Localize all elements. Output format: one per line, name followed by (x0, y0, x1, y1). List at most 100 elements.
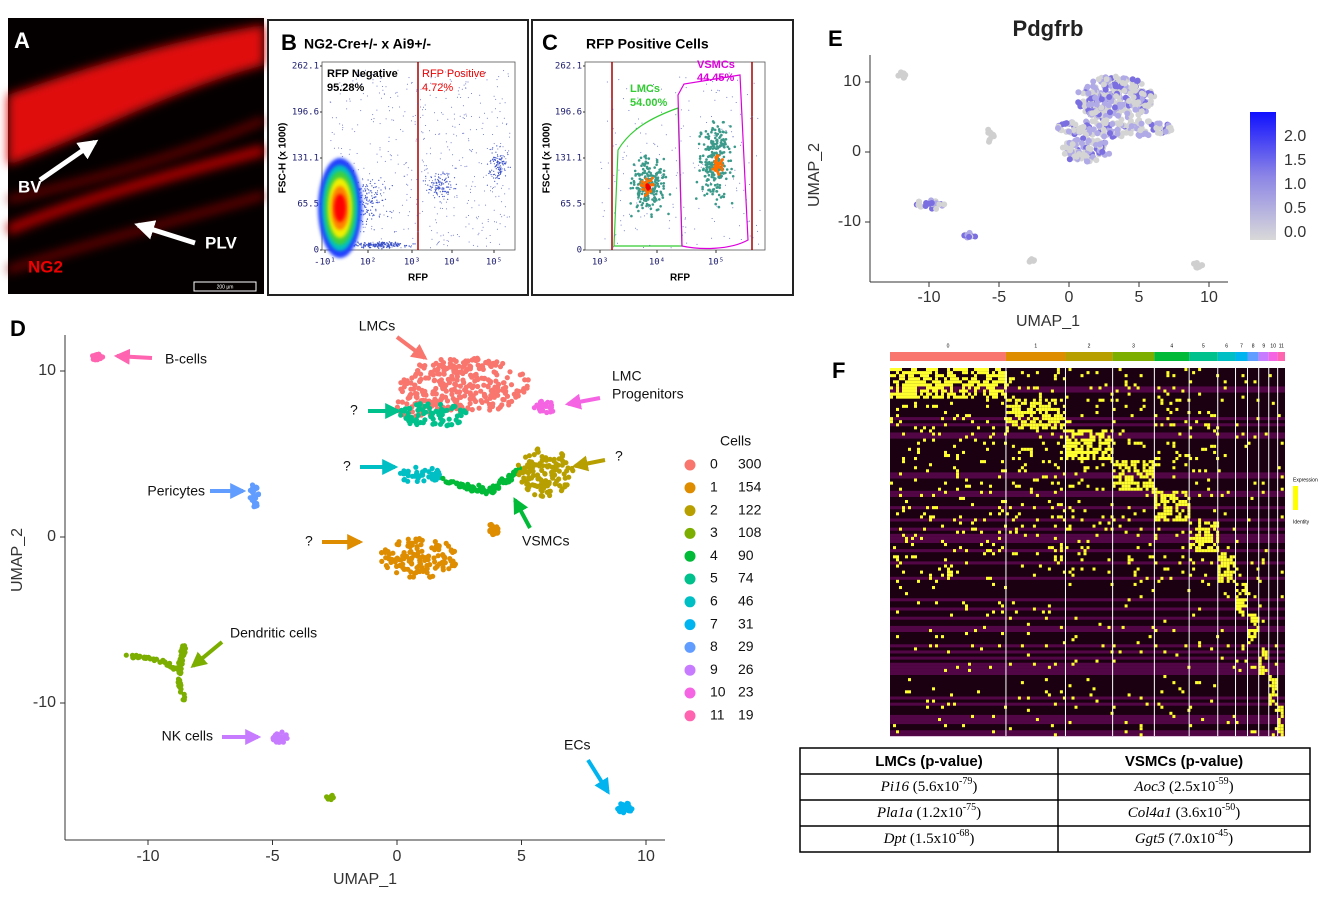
cell (431, 555, 437, 561)
cell (1086, 441, 1090, 445)
cell (1189, 435, 1193, 439)
cell (508, 382, 515, 388)
event (698, 169, 701, 172)
gate-name: VSMCs (697, 59, 735, 71)
cell (1189, 521, 1193, 525)
event (662, 182, 666, 185)
cell (1080, 457, 1084, 461)
event (653, 166, 656, 169)
event (357, 241, 359, 243)
cell (902, 457, 905, 461)
cell (1032, 506, 1036, 510)
cell (1204, 527, 1208, 531)
cell (1166, 407, 1170, 411)
cell (1068, 441, 1072, 445)
cell (469, 385, 475, 391)
cell (1198, 469, 1202, 473)
event (653, 98, 655, 100)
cell (995, 374, 998, 378)
event (444, 173, 446, 175)
cell (959, 496, 962, 500)
cell (1223, 380, 1227, 384)
cell (977, 368, 980, 372)
event (436, 184, 438, 186)
cell (1059, 503, 1063, 507)
event (331, 132, 333, 133)
cell (1053, 536, 1057, 540)
cell (1077, 429, 1081, 433)
cell (517, 372, 523, 378)
cell (902, 374, 905, 378)
cell (1277, 414, 1281, 418)
cell (1210, 493, 1214, 497)
event (430, 247, 431, 249)
cell (908, 386, 911, 390)
cell (1138, 120, 1145, 127)
event (364, 206, 366, 208)
event (435, 182, 437, 184)
event (397, 163, 399, 165)
event (703, 90, 705, 92)
cell (521, 386, 527, 392)
y-label: FSC-H (x 1000) (542, 123, 553, 194)
arrow (571, 455, 606, 472)
cell (950, 380, 953, 384)
cell (938, 380, 941, 384)
cell (468, 372, 474, 378)
cell (1047, 407, 1051, 411)
event (711, 116, 712, 117)
cell (1059, 487, 1063, 491)
event (698, 135, 701, 138)
event (360, 188, 362, 190)
cell (545, 399, 551, 405)
cell (908, 392, 911, 396)
cell (474, 355, 480, 361)
cell (1095, 447, 1099, 451)
event (365, 196, 367, 199)
cell (953, 549, 956, 553)
cell (1107, 438, 1111, 442)
event (363, 205, 366, 207)
cell (1151, 469, 1155, 473)
event (672, 203, 674, 205)
event (370, 180, 372, 182)
event (499, 171, 501, 173)
cell (1213, 450, 1217, 454)
cell (944, 377, 947, 381)
cell (974, 386, 977, 390)
event (398, 212, 400, 214)
cell (1096, 141, 1103, 148)
cell (950, 371, 953, 375)
cell (1059, 426, 1063, 430)
cell (941, 386, 944, 390)
event (379, 213, 381, 215)
event (685, 217, 686, 219)
cell (944, 543, 947, 547)
event (681, 234, 683, 236)
cell (1198, 530, 1202, 534)
cell (1089, 118, 1096, 125)
cell (463, 384, 469, 390)
cell (459, 483, 465, 489)
cell (123, 652, 129, 658)
cell (1083, 552, 1087, 556)
event (373, 229, 375, 231)
cell (1085, 90, 1092, 97)
event (639, 197, 643, 201)
cell (1112, 420, 1116, 424)
annotation: ECs (564, 737, 590, 753)
cell (1023, 469, 1027, 473)
event (720, 158, 724, 162)
cell (902, 386, 905, 390)
event (680, 174, 682, 176)
event (450, 142, 452, 144)
event (655, 181, 658, 185)
event (709, 183, 713, 186)
cell (1090, 78, 1097, 85)
event (675, 92, 677, 94)
cell (1005, 383, 1009, 387)
cell (1261, 490, 1265, 494)
event (438, 133, 440, 135)
cell (965, 395, 968, 399)
cell (254, 500, 260, 507)
